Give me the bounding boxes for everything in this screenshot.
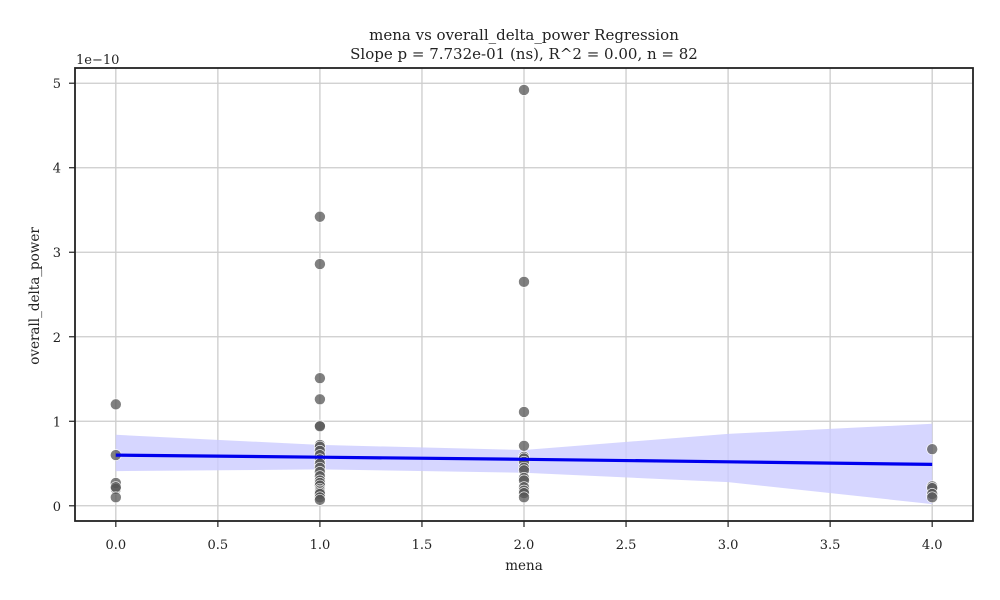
data-point <box>926 491 938 504</box>
y-tick-label: 0 <box>53 500 61 515</box>
regression-line <box>115 453 933 466</box>
chart-subtitle: Slope p = 7.732e-01 (ns), R^2 = 0.00, n … <box>350 45 698 63</box>
x-tick-label: 4.0 <box>922 538 943 553</box>
x-tick-label: 2.5 <box>616 538 637 553</box>
data-point <box>314 258 326 270</box>
x-tick-label: 3.5 <box>820 538 841 553</box>
x-tick-label: 2.0 <box>514 538 535 553</box>
data-point <box>110 491 122 504</box>
data-point <box>518 439 530 452</box>
data-point <box>518 84 530 96</box>
x-tick-label: 3.0 <box>718 538 739 553</box>
regression-line-layer <box>115 453 933 466</box>
data-point <box>314 372 326 384</box>
data-point <box>110 398 122 411</box>
data-point <box>110 481 122 493</box>
y-axis-ticks: 0 1 2 3 4 5 <box>53 77 75 515</box>
y-tick-label: 1 <box>53 415 61 430</box>
data-point <box>518 491 530 504</box>
x-axis-ticks: 0.0 0.5 1.0 1.5 2.0 2.5 3.0 3.5 4.0 <box>105 521 943 553</box>
grid-lines <box>75 68 973 521</box>
y-tick-label: 2 <box>53 331 61 346</box>
chart-title: mena vs overall_delta_power Regression <box>369 26 679 44</box>
y-tick-label: 4 <box>53 162 61 177</box>
data-point <box>518 276 530 288</box>
y-axis-label: overall_delta_power <box>27 227 43 365</box>
data-point <box>314 420 326 433</box>
y-tick-label: 3 <box>53 246 61 261</box>
data-point <box>314 210 326 223</box>
x-tick-label: 1.5 <box>412 538 433 553</box>
x-tick-label: 0.5 <box>208 538 229 553</box>
x-tick-label: 1.0 <box>310 538 331 553</box>
data-point <box>314 494 326 506</box>
data-point <box>926 443 938 455</box>
x-tick-label: 0.0 <box>105 538 126 553</box>
data-point <box>314 393 326 406</box>
x-axis-label: mena <box>505 558 543 574</box>
y-offset-label: 1e−10 <box>76 53 119 68</box>
data-point <box>518 406 530 418</box>
y-tick-label: 5 <box>53 77 61 92</box>
